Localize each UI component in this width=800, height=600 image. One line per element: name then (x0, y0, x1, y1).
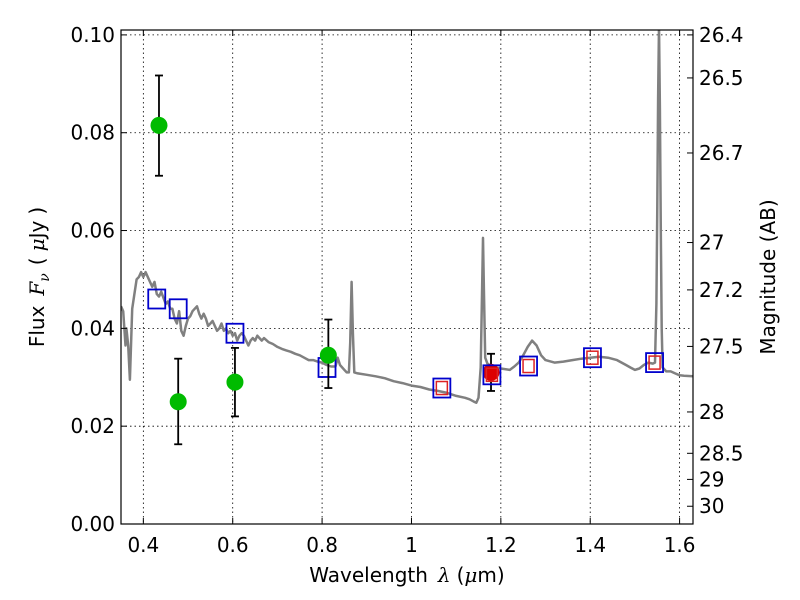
y2-tick-label: 28.5 (699, 441, 744, 465)
y-tick-label: 0.02 (70, 414, 115, 438)
y2-tick-label: 27.2 (699, 278, 744, 302)
y-tick-label: 0.00 (70, 512, 115, 536)
x-axis-label: Wavelength λ (μm) (309, 563, 504, 587)
y2-tick-label: 30 (699, 494, 724, 518)
x-tick-label: 0.6 (217, 533, 249, 557)
data-point (169, 393, 187, 411)
axis-ticks: 0.4 0.6 0.8 1 1.2 1.4 1.6 0.00 0.02 0.04 0.06 0.08 0… (70, 23, 743, 557)
x-tick-label: 1.6 (664, 533, 696, 557)
model-square-inner (435, 380, 449, 396)
x-tick-label: 0.4 (127, 533, 159, 557)
y-tick-label: 0.04 (70, 316, 115, 340)
data-point (482, 363, 500, 381)
y-tick-label: 0.08 (70, 121, 115, 145)
model-square (168, 298, 188, 320)
clipped-series (121, 30, 693, 446)
model-square (225, 322, 245, 344)
y-tick-label: 0.06 (70, 219, 115, 243)
x-tick-label: 1 (405, 533, 418, 557)
y2-axis-label: Magnitude (AB) (756, 199, 780, 354)
model-square-inner (648, 355, 661, 370)
x-tick-label: 0.8 (306, 533, 338, 557)
plot-area (121, 30, 693, 446)
plot-frame (120, 29, 694, 525)
x-tick-label: 1.4 (574, 533, 606, 557)
y2-tick-label: 27.5 (699, 334, 744, 358)
y2-tick-label: 27 (699, 231, 724, 255)
model-square-inner (586, 350, 599, 365)
model-square-outer (645, 352, 664, 373)
data-point (319, 346, 337, 364)
y2-tick-label: 26.7 (699, 141, 744, 165)
y-axis-label: FluxFν(μJy) (25, 207, 53, 347)
model-square-outer (432, 377, 452, 399)
model-square-inner (522, 358, 535, 374)
y2-tick-label: 26.5 (699, 66, 744, 90)
model-square (147, 288, 167, 310)
model-square-inner (485, 367, 499, 383)
y2-tick-label: 26.4 (699, 23, 744, 47)
y-tick-label: 0.10 (70, 23, 115, 47)
x-tick-label: 1.2 (485, 533, 517, 557)
data-point (226, 373, 244, 391)
model-square-outer (519, 355, 538, 377)
model-square-outer (583, 347, 602, 369)
data-point (150, 116, 168, 134)
y2-tick-label: 29 (699, 467, 724, 491)
y2-tick-label: 28 (699, 400, 724, 424)
model-square-outer (482, 364, 502, 386)
